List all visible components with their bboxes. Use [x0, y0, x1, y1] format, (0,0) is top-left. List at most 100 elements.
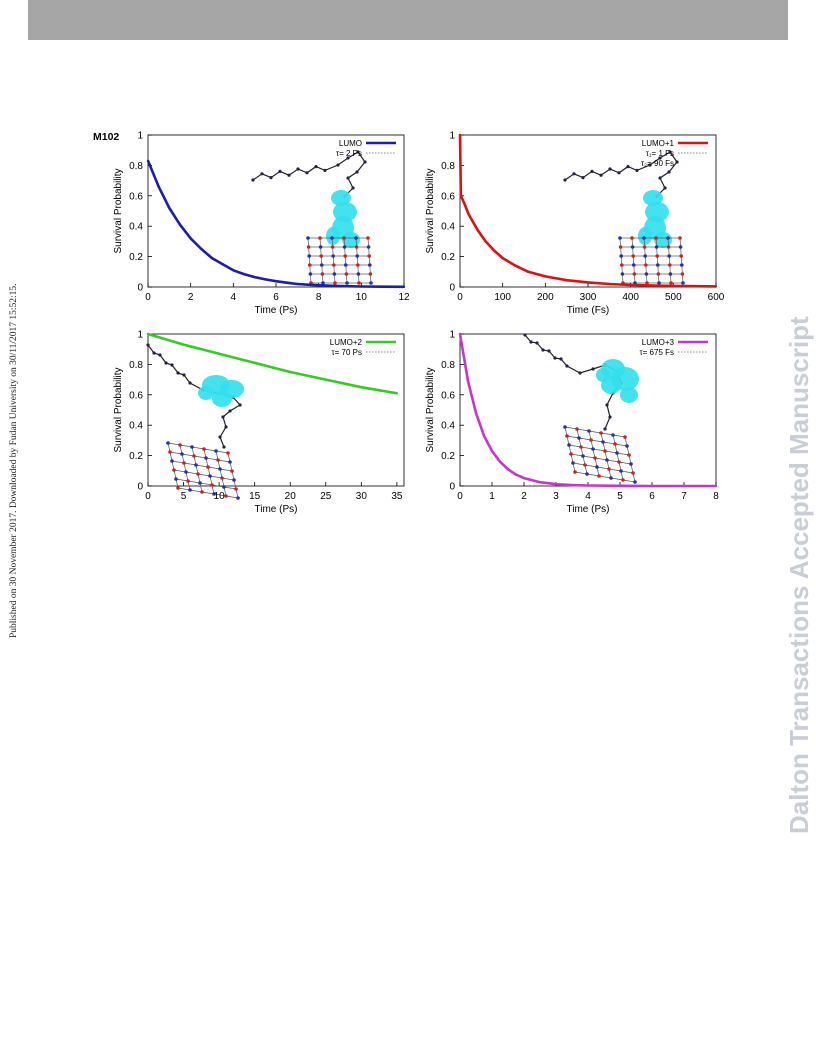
data-point — [458, 133, 462, 137]
lattice-atom — [619, 469, 623, 473]
lattice-atom — [234, 487, 238, 491]
data-point — [210, 256, 214, 260]
molecule-atom — [578, 371, 582, 375]
lattice-bond — [219, 468, 233, 472]
y-tick-label: 0.6 — [129, 390, 143, 401]
molecule-atom — [605, 403, 609, 407]
y-axis-label: Survival Probability — [113, 367, 124, 452]
molecule-atom — [346, 156, 350, 160]
lattice-bond — [199, 482, 213, 486]
lattice-bond — [187, 480, 201, 484]
lattice-bond — [209, 475, 223, 479]
y-tick-label: 1 — [137, 131, 143, 142]
x-tick-label: 35 — [391, 491, 403, 502]
data-point — [402, 285, 406, 289]
molecule-atom — [563, 178, 567, 182]
lattice-atom — [226, 451, 230, 455]
data-point — [217, 352, 221, 355]
lattice-atom — [308, 272, 313, 276]
x-tick-label: 5 — [617, 491, 623, 502]
molecule-atom — [523, 333, 527, 337]
data-point — [514, 473, 518, 476]
lattice-atom — [168, 450, 172, 454]
lattice-bond — [622, 479, 636, 483]
data-point — [253, 361, 256, 365]
molecule-atom — [346, 176, 350, 180]
x-tick-label: 4 — [585, 491, 591, 502]
lattice-atom — [354, 236, 358, 240]
y-tick-label: 0 — [137, 283, 143, 294]
lattice-atom — [200, 490, 204, 494]
x-tick-label: 20 — [285, 491, 297, 502]
legend-label: LUMO — [339, 139, 362, 148]
lattice-atom — [342, 245, 347, 249]
lattice-bond — [211, 484, 225, 488]
x-tick-label: 600 — [708, 292, 725, 303]
data-point — [182, 343, 185, 346]
x-tick-label: 15 — [249, 491, 261, 502]
molecule-atom — [164, 361, 168, 365]
data-point — [586, 484, 590, 487]
molecule-atom — [146, 343, 150, 347]
lattice-atom — [224, 494, 228, 498]
lattice-atom — [585, 472, 589, 476]
lattice-atom — [222, 485, 226, 489]
lattice-atom — [569, 452, 573, 456]
lattice-atom — [678, 236, 682, 240]
legend-label: τ= 2 Ps — [336, 149, 362, 158]
data-point — [544, 275, 547, 278]
lattice-atom — [182, 461, 186, 465]
molecule-atom — [170, 363, 174, 367]
molecule-atom — [176, 371, 180, 375]
x-tick-label: 0 — [457, 292, 463, 303]
molecule-atom — [667, 170, 671, 174]
legend-label: τ₂= 90 Fs — [641, 159, 674, 168]
data-point — [463, 202, 466, 205]
y-axis-label: Survival Probability — [425, 367, 436, 452]
lattice-atom — [629, 462, 633, 466]
molecule-atom — [221, 415, 225, 419]
lumo1-survival-panel: 0 0.2 0.4 0.6 0.8 1 0 100 200 300 400 500 600 Time (F… — [425, 131, 725, 317]
lattice-bond — [564, 426, 578, 430]
legend-label: LUMO+2 — [330, 338, 363, 347]
lattice-atom — [642, 245, 647, 249]
x-tick-label: 10 — [356, 292, 368, 303]
molecule-atom — [591, 367, 595, 371]
lattice-bond — [221, 477, 235, 481]
molecule-atom — [608, 167, 612, 171]
data-point — [289, 370, 292, 374]
lattice-bond — [604, 450, 618, 454]
lattice-atom — [228, 460, 232, 464]
molecule-atom — [218, 435, 222, 439]
y-tick-label: 1 — [137, 330, 143, 341]
lattice-bond — [169, 451, 183, 455]
data-point — [498, 460, 502, 463]
molecule-atom — [323, 168, 327, 172]
lattice-bond — [612, 434, 626, 438]
y-tick-label: 1 — [449, 131, 455, 142]
x-tick-label: 10 — [214, 491, 226, 502]
lattice-atom — [356, 272, 361, 276]
watermark-text: Dalton Transactions Accepted Manuscript — [784, 316, 814, 834]
lattice-atom — [615, 451, 619, 455]
lattice-atom — [184, 470, 188, 474]
molecule-atom — [581, 176, 585, 180]
molecule-atom — [663, 186, 667, 190]
data-point — [168, 206, 171, 210]
header-bar — [28, 0, 788, 40]
lattice-bond — [167, 442, 181, 446]
y-axis-label: Survival Probability — [425, 168, 436, 253]
lattice-atom — [190, 445, 194, 449]
y-tick-label: 0.8 — [441, 360, 455, 371]
lattice-bond — [197, 473, 211, 477]
data-point — [306, 283, 310, 286]
lattice-atom — [644, 272, 649, 276]
lattice-atom — [605, 458, 609, 462]
tio2-cluster — [166, 441, 240, 500]
x-tick-label: 2 — [188, 292, 194, 303]
lattice-bond — [183, 462, 197, 466]
data-point — [296, 282, 299, 286]
lattice-atom — [573, 470, 577, 474]
molecule-atom — [553, 356, 557, 360]
molecule-atom — [668, 150, 672, 154]
